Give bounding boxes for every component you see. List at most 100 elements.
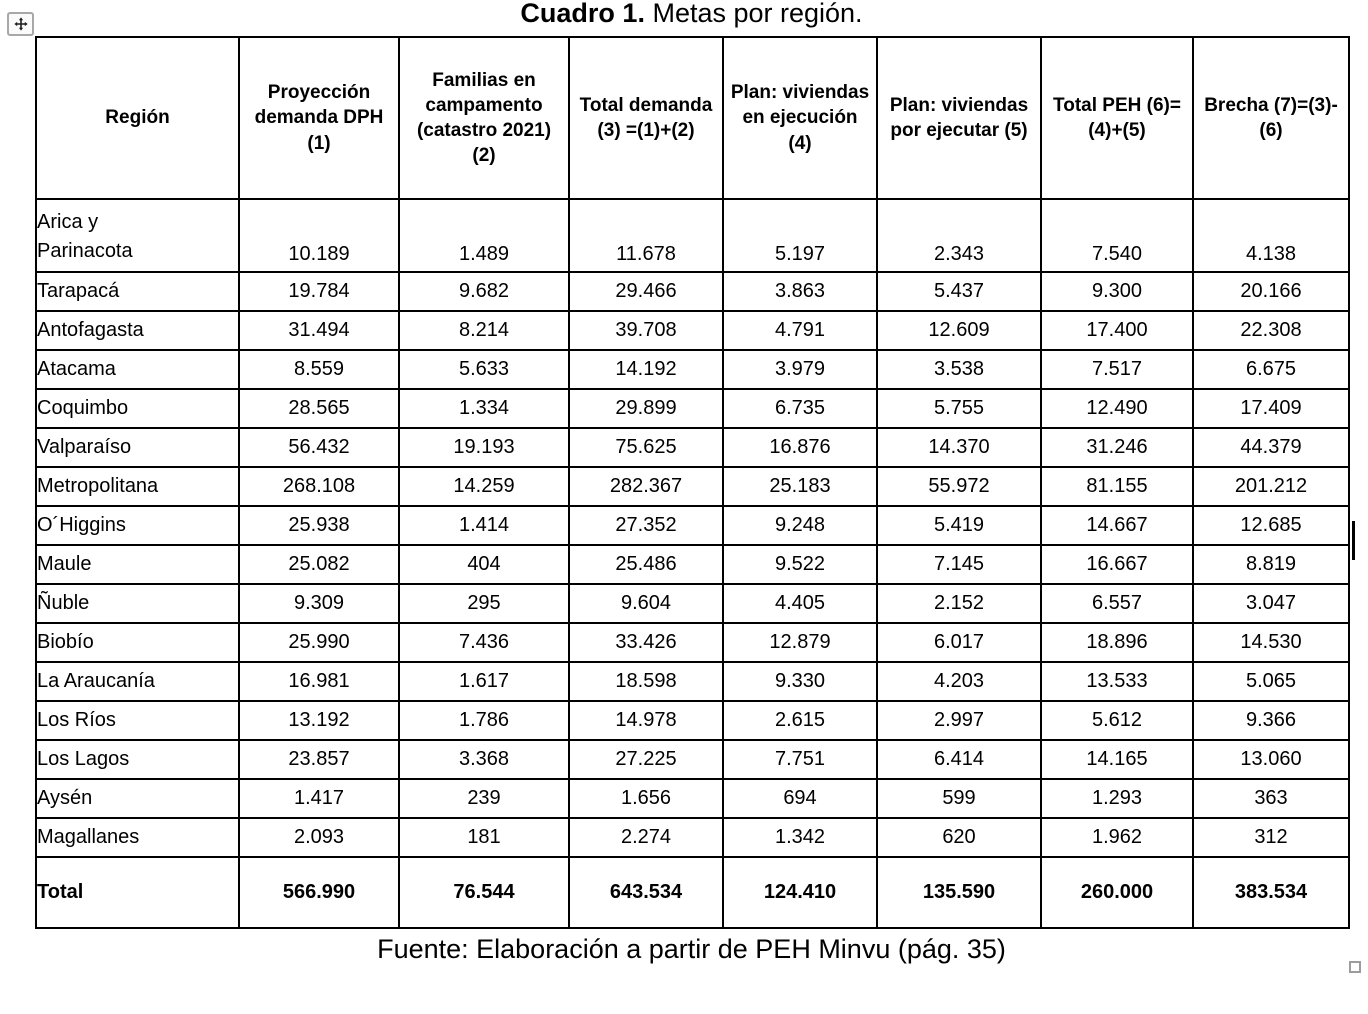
value-cell[interactable]: 3.047 — [1192, 583, 1350, 624]
value-cell[interactable]: 13.533 — [1040, 661, 1194, 702]
region-cell[interactable]: Arica y Parinacota — [35, 198, 240, 273]
value-cell[interactable]: 9.522 — [722, 544, 878, 585]
value-cell[interactable]: 17.409 — [1192, 388, 1350, 429]
value-cell[interactable]: 14.530 — [1192, 622, 1350, 663]
value-cell[interactable]: 3.863 — [722, 271, 878, 312]
value-cell[interactable]: 5.612 — [1040, 700, 1194, 741]
value-cell[interactable]: 9.682 — [398, 271, 570, 312]
value-cell[interactable]: 2.343 — [876, 198, 1042, 273]
region-cell[interactable]: Magallanes — [35, 817, 240, 858]
value-cell[interactable]: 4.138 — [1192, 198, 1350, 273]
region-cell[interactable]: Valparaíso — [35, 427, 240, 468]
value-cell[interactable]: 181 — [398, 817, 570, 858]
value-cell[interactable]: 1.414 — [398, 505, 570, 546]
value-cell[interactable]: 12.609 — [876, 310, 1042, 351]
value-cell[interactable]: 56.432 — [238, 427, 400, 468]
value-cell[interactable]: 260.000 — [1040, 856, 1194, 929]
region-cell[interactable]: Biobío — [35, 622, 240, 663]
value-cell[interactable]: 5.419 — [876, 505, 1042, 546]
value-cell[interactable]: 14.165 — [1040, 739, 1194, 780]
value-cell[interactable]: 6.675 — [1192, 349, 1350, 390]
value-cell[interactable]: 5.755 — [876, 388, 1042, 429]
region-cell[interactable]: Coquimbo — [35, 388, 240, 429]
value-cell[interactable]: 643.534 — [568, 856, 724, 929]
value-cell[interactable]: 5.633 — [398, 349, 570, 390]
column-header[interactable]: Familias en campamento (catastro 2021) (… — [398, 36, 570, 200]
value-cell[interactable]: 81.155 — [1040, 466, 1194, 507]
value-cell[interactable]: 363 — [1192, 778, 1350, 819]
value-cell[interactable]: 7.436 — [398, 622, 570, 663]
value-cell[interactable]: 1.342 — [722, 817, 878, 858]
region-cell[interactable]: O´Higgins — [35, 505, 240, 546]
value-cell[interactable]: 2.152 — [876, 583, 1042, 624]
value-cell[interactable]: 14.259 — [398, 466, 570, 507]
value-cell[interactable]: 1.786 — [398, 700, 570, 741]
value-cell[interactable]: 6.557 — [1040, 583, 1194, 624]
value-cell[interactable]: 2.997 — [876, 700, 1042, 741]
value-cell[interactable]: 201.212 — [1192, 466, 1350, 507]
value-cell[interactable]: 6.414 — [876, 739, 1042, 780]
value-cell[interactable]: 25.990 — [238, 622, 400, 663]
value-cell[interactable]: 22.308 — [1192, 310, 1350, 351]
value-cell[interactable]: 8.559 — [238, 349, 400, 390]
value-cell[interactable]: 25.486 — [568, 544, 724, 585]
source-note[interactable]: Fuente: Elaboración a partir de PEH Minv… — [377, 934, 1006, 964]
value-cell[interactable]: 7.517 — [1040, 349, 1194, 390]
value-cell[interactable]: 9.366 — [1192, 700, 1350, 741]
value-cell[interactable]: 694 — [722, 778, 878, 819]
value-cell[interactable]: 16.981 — [238, 661, 400, 702]
region-cell[interactable]: Ñuble — [35, 583, 240, 624]
value-cell[interactable]: 620 — [876, 817, 1042, 858]
value-cell[interactable]: 2.274 — [568, 817, 724, 858]
value-cell[interactable]: 39.708 — [568, 310, 724, 351]
value-cell[interactable]: 135.590 — [876, 856, 1042, 929]
value-cell[interactable]: 16.667 — [1040, 544, 1194, 585]
value-cell[interactable]: 13.060 — [1192, 739, 1350, 780]
value-cell[interactable]: 14.370 — [876, 427, 1042, 468]
region-cell[interactable]: Tarapacá — [35, 271, 240, 312]
value-cell[interactable]: 5.197 — [722, 198, 878, 273]
value-cell[interactable]: 566.990 — [238, 856, 400, 929]
region-cell[interactable]: Los Ríos — [35, 700, 240, 741]
region-cell[interactable]: Maule — [35, 544, 240, 585]
value-cell[interactable]: 599 — [876, 778, 1042, 819]
value-cell[interactable]: 9.248 — [722, 505, 878, 546]
value-cell[interactable]: 18.896 — [1040, 622, 1194, 663]
value-cell[interactable]: 31.246 — [1040, 427, 1194, 468]
region-cell[interactable]: Metropolitana — [35, 466, 240, 507]
value-cell[interactable]: 12.879 — [722, 622, 878, 663]
value-cell[interactable]: 11.678 — [568, 198, 724, 273]
value-cell[interactable]: 27.352 — [568, 505, 724, 546]
value-cell[interactable]: 1.293 — [1040, 778, 1194, 819]
value-cell[interactable]: 1.489 — [398, 198, 570, 273]
value-cell[interactable]: 19.784 — [238, 271, 400, 312]
value-cell[interactable]: 25.938 — [238, 505, 400, 546]
value-cell[interactable]: 3.368 — [398, 739, 570, 780]
value-cell[interactable]: 7.145 — [876, 544, 1042, 585]
value-cell[interactable]: 239 — [398, 778, 570, 819]
value-cell[interactable]: 3.979 — [722, 349, 878, 390]
value-cell[interactable]: 25.082 — [238, 544, 400, 585]
value-cell[interactable]: 12.490 — [1040, 388, 1194, 429]
value-cell[interactable]: 23.857 — [238, 739, 400, 780]
value-cell[interactable]: 404 — [398, 544, 570, 585]
value-cell[interactable]: 268.108 — [238, 466, 400, 507]
value-cell[interactable]: 19.193 — [398, 427, 570, 468]
table-caption[interactable]: Cuadro 1. Metas por región. — [35, 0, 1348, 29]
column-header[interactable]: Plan: viviendas en ejecución (4) — [722, 36, 878, 200]
value-cell[interactable]: 1.417 — [238, 778, 400, 819]
value-cell[interactable]: 14.667 — [1040, 505, 1194, 546]
value-cell[interactable]: 5.437 — [876, 271, 1042, 312]
column-header[interactable]: Plan: viviendas por ejecutar (5) — [876, 36, 1042, 200]
value-cell[interactable]: 28.565 — [238, 388, 400, 429]
value-cell[interactable]: 312 — [1192, 817, 1350, 858]
value-cell[interactable]: 124.410 — [722, 856, 878, 929]
value-cell[interactable]: 3.538 — [876, 349, 1042, 390]
value-cell[interactable]: 33.426 — [568, 622, 724, 663]
value-cell[interactable]: 14.192 — [568, 349, 724, 390]
value-cell[interactable]: 4.791 — [722, 310, 878, 351]
value-cell[interactable]: 44.379 — [1192, 427, 1350, 468]
table-move-handle[interactable] — [7, 12, 34, 36]
region-cell[interactable]: Aysén — [35, 778, 240, 819]
value-cell[interactable]: 282.367 — [568, 466, 724, 507]
